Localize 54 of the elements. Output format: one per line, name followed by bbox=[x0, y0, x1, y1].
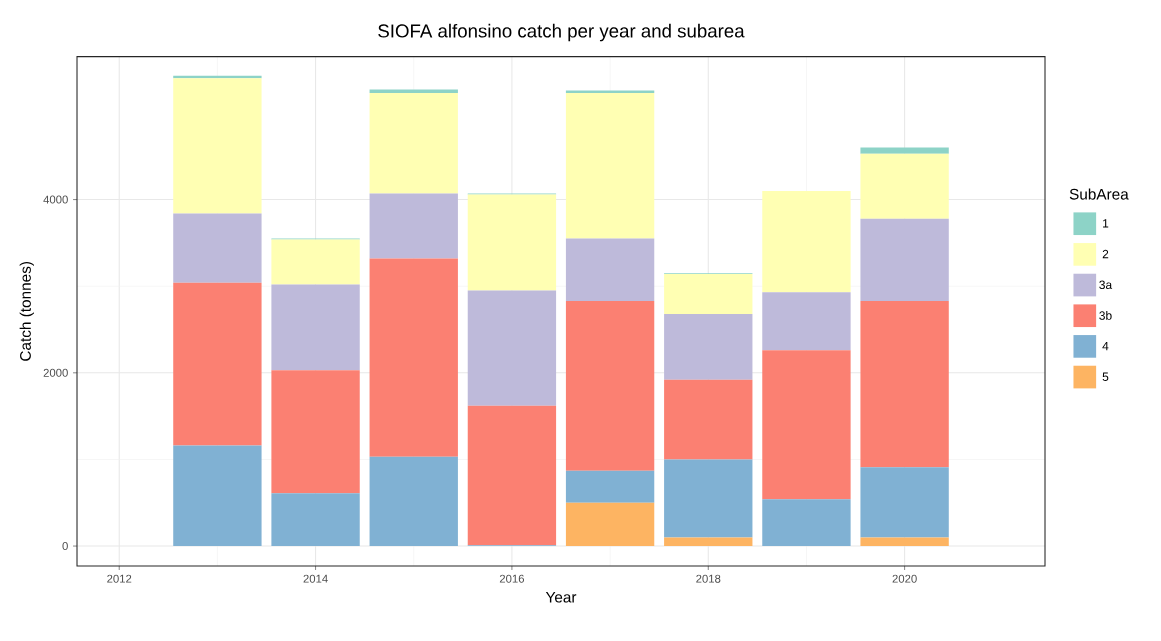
bar bbox=[565, 502, 655, 547]
x-tick-label: 2016 bbox=[499, 574, 525, 583]
bar bbox=[664, 537, 753, 547]
bar bbox=[762, 292, 851, 351]
y-tick-label: 2000 bbox=[43, 368, 68, 377]
bar bbox=[173, 445, 262, 547]
legend-label: 3b bbox=[1099, 311, 1112, 320]
legend-label: 5 bbox=[1102, 372, 1109, 381]
bar bbox=[467, 290, 557, 406]
x-tick-label: 2012 bbox=[107, 574, 132, 583]
bar bbox=[762, 350, 851, 500]
bar bbox=[271, 370, 360, 494]
bar bbox=[271, 493, 360, 547]
bar bbox=[565, 470, 655, 503]
bar bbox=[369, 93, 458, 194]
bar bbox=[860, 467, 949, 538]
bar bbox=[271, 284, 360, 371]
bar bbox=[467, 194, 557, 291]
legend-label: 4 bbox=[1102, 341, 1109, 351]
bar bbox=[565, 90, 655, 94]
bar bbox=[173, 213, 262, 283]
bar bbox=[271, 239, 360, 285]
bar bbox=[664, 313, 753, 380]
y-tick-label: 0 bbox=[62, 542, 68, 551]
bar bbox=[664, 274, 753, 314]
bar bbox=[664, 379, 753, 460]
bar bbox=[565, 93, 655, 239]
legend-label: 3a bbox=[1099, 280, 1113, 290]
legend-label: 2 bbox=[1102, 249, 1109, 259]
x-tick-label: 2020 bbox=[892, 574, 917, 583]
y-axis-title: Catch (tonnes) bbox=[19, 262, 34, 361]
bar bbox=[565, 238, 655, 301]
bar bbox=[664, 459, 753, 538]
chart-title: SIOFA alfonsino catch per year and subarea bbox=[378, 23, 745, 42]
y-tick-label: 4000 bbox=[43, 195, 68, 204]
bar bbox=[173, 282, 262, 446]
bar bbox=[762, 499, 851, 547]
bar bbox=[860, 300, 949, 468]
bar bbox=[860, 153, 949, 219]
bar bbox=[369, 456, 458, 547]
x-tick-label: 2018 bbox=[696, 574, 721, 583]
x-tick-label: 2014 bbox=[303, 574, 328, 583]
bar bbox=[369, 258, 458, 457]
bar bbox=[860, 147, 949, 154]
bar bbox=[762, 190, 851, 293]
legend-title: SubArea bbox=[1069, 188, 1129, 200]
bar bbox=[860, 218, 949, 301]
bar bbox=[565, 300, 655, 471]
bar bbox=[467, 405, 557, 546]
bar bbox=[173, 78, 262, 214]
bar bbox=[860, 537, 949, 547]
bar bbox=[369, 193, 458, 259]
x-axis-title: Year bbox=[545, 591, 577, 603]
legend-label: 1 bbox=[1103, 219, 1109, 228]
